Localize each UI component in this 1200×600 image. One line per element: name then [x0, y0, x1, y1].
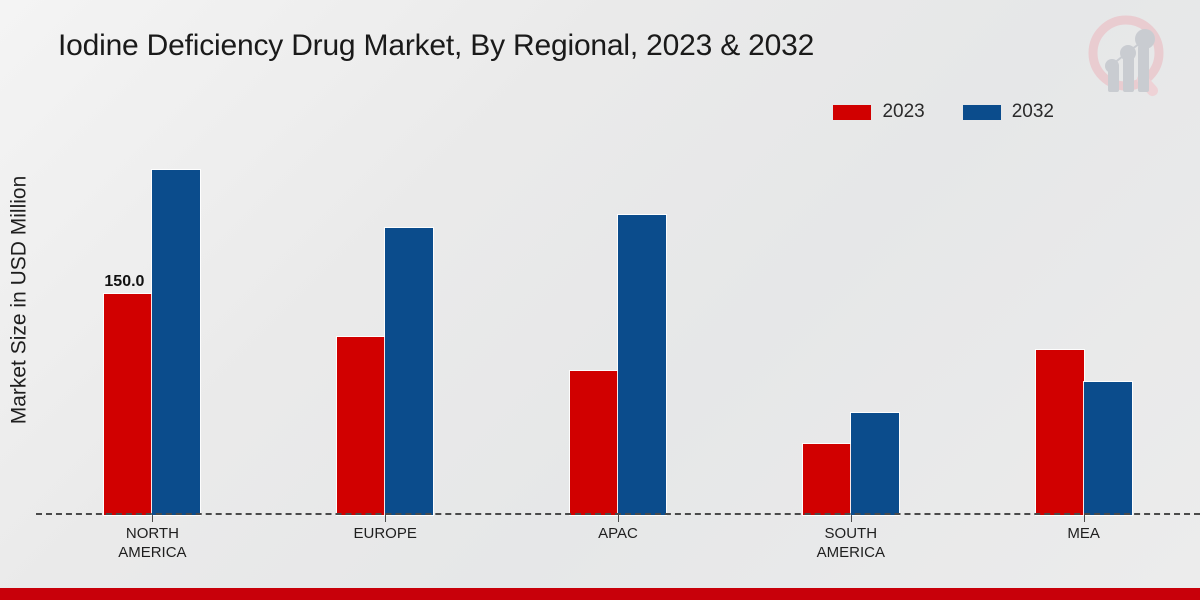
legend-swatch-2023 [833, 104, 872, 120]
bar-2032-apac[interactable] [617, 214, 666, 515]
footer-accent-strip [0, 588, 1200, 600]
legend-swatch-2032 [962, 104, 1001, 120]
bar-2023-north-america[interactable]: 150.0 [104, 273, 153, 515]
x-axis-label-line: EUROPE [353, 525, 417, 542]
x-axis-label-line: AMERICA [118, 544, 187, 561]
watermark-logo [1072, 8, 1182, 104]
bar-2023-mea[interactable] [1035, 350, 1084, 515]
x-axis-baseline [36, 513, 1200, 515]
bar-2032-north-america[interactable] [152, 170, 201, 515]
plot-area: 150.0 NORTH AMERICA EUROPE APAC SOUTH AMERICA M… [36, 132, 1200, 561]
x-axis-label: MEA [967, 524, 1200, 543]
x-axis-label: NORTH AMERICA [36, 524, 269, 562]
legend-item-2023[interactable]: 2023 [833, 101, 925, 123]
legend-item-2032[interactable]: 2032 [962, 101, 1054, 123]
bar-2032-south-america[interactable] [850, 413, 899, 515]
y-axis-title: Market Size in USD Million [2, 0, 36, 600]
x-axis-label: APAC [502, 524, 735, 543]
bar-value-label: 150.0 [104, 273, 145, 291]
x-axis-label-line: MEA [1067, 525, 1100, 542]
x-axis-tick [1083, 515, 1085, 522]
x-axis-tick [850, 515, 852, 522]
bar-2032-mea[interactable] [1083, 382, 1132, 515]
bar-group: APAC [502, 132, 735, 542]
bar-2023-europe[interactable] [337, 336, 386, 515]
bar-pair [569, 132, 666, 515]
bar-pair [337, 132, 434, 515]
bar-2023-apac[interactable] [569, 370, 618, 515]
bar-group: MEA [967, 132, 1200, 542]
legend-label-2032: 2032 [1011, 101, 1054, 122]
bar-group: SOUTH AMERICA [734, 132, 967, 561]
bar-pair: 150.0 [104, 132, 201, 515]
x-axis-label: SOUTH AMERICA [734, 524, 967, 562]
chart-title: Iodine Deficiency Drug Market, By Region… [58, 29, 815, 62]
x-axis-tick [617, 515, 619, 522]
chart-legend: 2023 2032 [833, 101, 1054, 123]
y-axis-title-text: Market Size in USD Million [7, 175, 31, 425]
x-axis-label-line: AMERICA [816, 544, 885, 561]
x-axis-tick [385, 515, 387, 522]
x-axis-tick [152, 515, 154, 522]
x-axis-label-line: NORTH [125, 525, 179, 542]
bar-2032-europe[interactable] [385, 227, 434, 515]
x-axis-label-line: SOUTH [824, 525, 878, 542]
bar-pair [802, 132, 899, 515]
x-axis-label-line: APAC [598, 525, 638, 542]
bar-2023-south-america[interactable] [802, 444, 851, 515]
bar-group: 150.0 NORTH AMERICA [36, 132, 269, 561]
bar-group: EUROPE [269, 132, 502, 542]
legend-label-2023: 2023 [882, 101, 925, 122]
bar-groups: 150.0 NORTH AMERICA EUROPE APAC SOUTH AMERICA M… [36, 132, 1200, 561]
x-axis-label: EUROPE [269, 524, 502, 543]
bar-pair [1035, 132, 1132, 515]
